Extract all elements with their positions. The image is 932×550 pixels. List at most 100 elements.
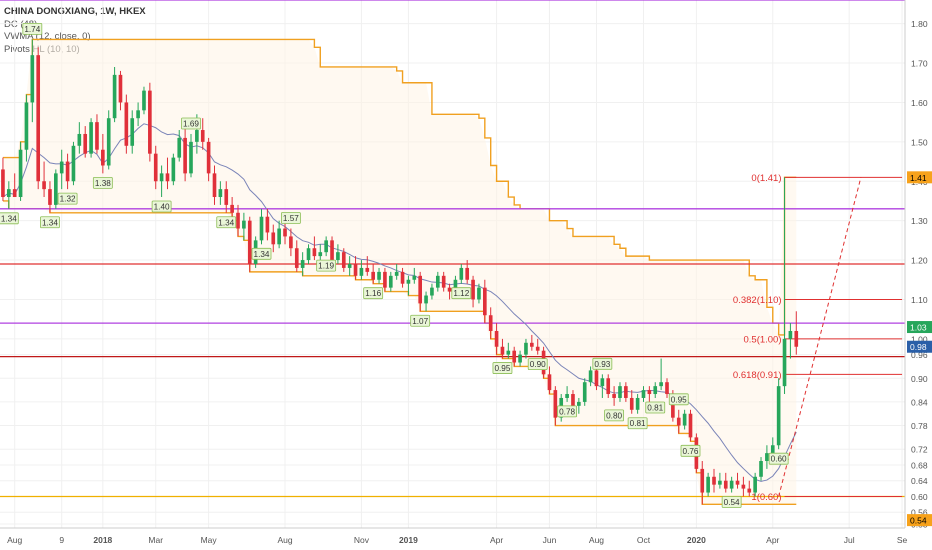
pivot-label: 0.95 (671, 395, 687, 404)
price-tick-label: 0.84 (911, 397, 928, 407)
price-tick-label: 1.80 (911, 19, 928, 29)
pivot-label: 0.81 (630, 419, 646, 428)
candle-body (377, 271, 381, 280)
time-tick-label: Apr (490, 535, 503, 545)
candle-body (142, 90, 146, 111)
donchian-upper-line (2, 38, 797, 336)
candle-body (312, 248, 317, 257)
candle-body (365, 267, 370, 272)
candle-body (647, 390, 652, 395)
time-tick-label: Se (897, 535, 908, 545)
candle-body (112, 74, 117, 119)
pivot-label-box (316, 259, 337, 272)
pivot-label: 1.34 (1, 214, 17, 223)
candle-body (224, 189, 229, 205)
candle-body (106, 118, 111, 166)
price-tick-label: 1.00 (911, 334, 928, 344)
pivot-label: 0.76 (683, 447, 699, 456)
candle-body (6, 189, 11, 198)
candle-body (1, 169, 5, 198)
candle-body (441, 275, 446, 288)
candle-body (688, 413, 693, 438)
price-tick-label: 0.68 (911, 460, 928, 470)
candle-body (54, 173, 58, 205)
candle-body (153, 153, 158, 182)
pivot-label: 1.12 (453, 289, 469, 298)
candle-body (230, 204, 234, 213)
candle-body (500, 346, 505, 355)
candle-body (735, 480, 740, 485)
candle-body (494, 330, 499, 347)
candle-body (165, 173, 170, 182)
candle-body (618, 386, 622, 398)
candle-body (242, 220, 246, 229)
pivot-label: 0.90 (530, 360, 546, 369)
pivot-label-box (151, 200, 172, 213)
candle-body (324, 240, 328, 253)
time-tick-label: Nov (354, 535, 370, 545)
candle-body (118, 74, 123, 103)
pivot-label-box (216, 216, 237, 229)
pivot-label-box (451, 287, 472, 300)
price-label: 0.98 (910, 342, 927, 352)
pivot-label: 1.16 (365, 289, 381, 298)
candle-body (718, 480, 722, 485)
candle-body (65, 161, 70, 182)
candle-body (665, 382, 669, 395)
price-tick-label: 1.50 (911, 137, 928, 147)
candle-body (371, 271, 375, 280)
candle-body (89, 122, 93, 154)
candle-body (477, 287, 481, 300)
candle-body (271, 232, 276, 245)
candle-body (506, 350, 511, 355)
pivot-label: 1.57 (283, 214, 299, 223)
candle-body (430, 287, 434, 296)
time-tick-label: Aug (277, 535, 292, 545)
pivot-label: 1.69 (183, 119, 199, 128)
candle-body (341, 252, 346, 268)
candle-body (741, 484, 746, 489)
candle-body (306, 248, 311, 261)
price-label-box (907, 340, 932, 353)
candle-body (653, 386, 658, 395)
price-label-box (907, 514, 932, 527)
candle-body (482, 287, 487, 316)
price-tick-label: 1.30 (911, 216, 928, 226)
candle-body (682, 413, 687, 426)
candle-body (24, 102, 29, 150)
price-label-box (907, 321, 932, 334)
candle-body (36, 55, 41, 182)
candle-body (289, 236, 293, 249)
candle-body (577, 401, 581, 406)
price-tick-label: 0.78 (911, 421, 928, 431)
candle-body (18, 149, 23, 198)
time-tick-label: 2020 (687, 535, 706, 545)
price-tick-label: 1.10 (911, 295, 928, 305)
time-tick-label: May (201, 535, 218, 545)
candle-body (259, 216, 264, 241)
legend-title: CHINA DONGXIANG, 1W, HKEX (4, 6, 146, 17)
candle-body (794, 330, 799, 347)
candle-body (435, 275, 440, 288)
candle-body (453, 279, 458, 292)
candle-body (77, 133, 82, 146)
candle-body (30, 55, 35, 103)
price-tick-label: 1.70 (911, 59, 928, 69)
candle-body (447, 287, 452, 292)
candle-body (71, 145, 76, 182)
candle-body (471, 279, 475, 300)
pivot-label-box (92, 176, 113, 189)
pivot-label: 1.40 (154, 203, 170, 212)
fib-level-label: 0.5(1.00) (743, 334, 781, 345)
price-tick-label: 0.60 (911, 492, 928, 502)
price-tick-label: 0.96 (911, 350, 928, 360)
candle-body (347, 264, 352, 268)
candle-body (770, 445, 775, 454)
candle-body (12, 189, 17, 198)
pivot-label-box (604, 409, 625, 422)
candle-body (518, 354, 522, 363)
candle-body (406, 279, 411, 284)
candle-body (212, 173, 217, 198)
candle-body (459, 267, 464, 280)
